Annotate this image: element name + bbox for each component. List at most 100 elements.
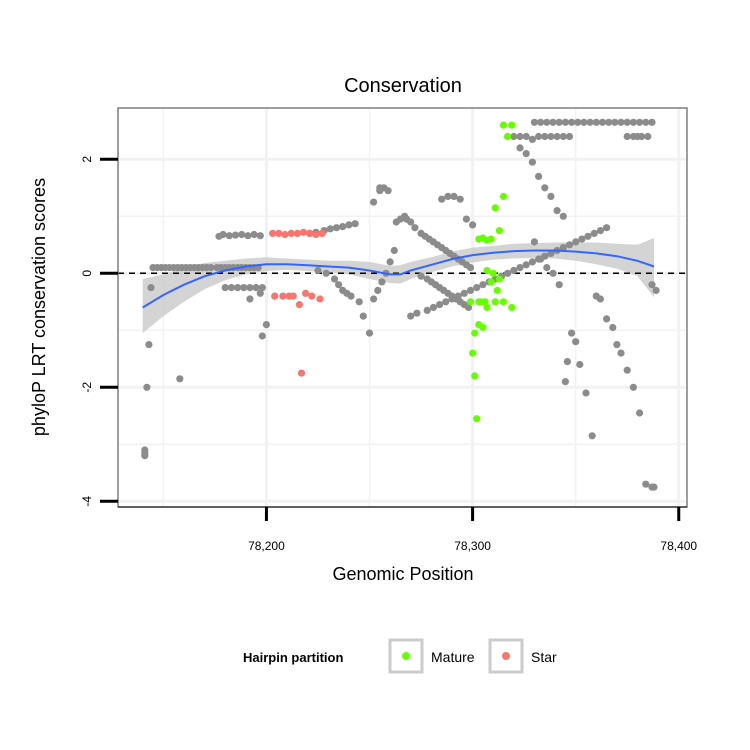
data-point-other	[543, 118, 551, 126]
data-point-other	[578, 235, 586, 243]
data-point-other	[473, 284, 481, 292]
data-point-other	[351, 220, 359, 228]
data-point-other	[549, 269, 557, 277]
legend-title: Hairpin partition	[243, 650, 343, 665]
data-point-other	[530, 118, 539, 126]
data-point-other	[572, 338, 580, 346]
data-point-other	[411, 224, 419, 232]
data-point-star	[269, 229, 277, 237]
data-point-other	[559, 132, 567, 141]
data-point-other	[332, 224, 341, 232]
data-point-other	[442, 298, 450, 306]
data-point-mature	[483, 266, 491, 275]
data-point-mature	[487, 235, 495, 243]
data-point-star	[312, 230, 320, 239]
data-point-star	[289, 292, 297, 300]
data-point-other	[537, 118, 545, 126]
data-point-other	[345, 221, 353, 229]
data-points	[141, 118, 660, 491]
data-point-other	[561, 118, 570, 126]
data-point-other	[547, 192, 555, 200]
data-point-other	[225, 232, 233, 240]
data-point-other	[623, 366, 631, 374]
data-point-other	[549, 118, 557, 126]
data-point-star	[295, 301, 303, 309]
data-point-other	[547, 249, 555, 257]
data-point-star	[308, 292, 316, 300]
y-tick-label: 2	[80, 156, 94, 163]
data-point-other	[510, 132, 518, 141]
data-point-other	[559, 212, 567, 220]
data-point-other	[244, 232, 252, 240]
data-point-other	[246, 284, 254, 292]
data-point-other	[407, 218, 415, 226]
panel-background	[118, 108, 687, 507]
data-point-other	[603, 224, 611, 232]
data-point-star	[287, 229, 295, 237]
data-point-other	[384, 187, 392, 195]
data-point-other	[522, 150, 530, 158]
data-point-other	[227, 284, 235, 292]
data-point-other	[565, 241, 574, 249]
data-point-star	[306, 229, 314, 237]
data-point-other	[596, 295, 605, 303]
data-point-other	[347, 292, 355, 300]
data-point-other	[535, 132, 543, 141]
data-point-other	[642, 118, 650, 126]
data-point-other	[568, 118, 576, 126]
x-tick-label: 78,300	[454, 539, 491, 553]
data-point-other	[568, 329, 576, 337]
data-point-other	[231, 231, 240, 239]
data-point-other	[623, 118, 631, 126]
data-point-other	[339, 223, 347, 231]
data-point-other	[543, 264, 551, 272]
data-point-other	[510, 266, 518, 275]
data-point-other	[322, 269, 330, 277]
data-point-other	[219, 230, 227, 239]
data-point-mature	[499, 192, 508, 200]
data-point-other	[586, 118, 594, 126]
data-point-star	[293, 229, 301, 237]
data-point-other	[623, 132, 631, 141]
data-point-star	[281, 230, 289, 239]
data-point-mature	[495, 227, 503, 235]
data-point-other	[609, 323, 617, 332]
data-point-other	[238, 230, 246, 239]
data-point-other	[250, 230, 258, 239]
smooth-line	[142, 249, 655, 309]
data-point-other	[588, 432, 596, 440]
data-point-mature	[499, 121, 508, 129]
data-point-mature	[491, 298, 499, 306]
data-point-star	[275, 229, 283, 237]
data-point-other	[563, 358, 572, 366]
data-point-other	[330, 275, 339, 283]
data-point-other	[390, 246, 398, 255]
data-point-other	[592, 118, 600, 126]
x-axis-label: Genomic Position	[332, 564, 473, 584]
data-point-other	[582, 389, 590, 397]
data-point-other	[572, 238, 580, 246]
data-point-other	[374, 286, 382, 294]
data-point-star	[297, 369, 306, 377]
data-point-other	[207, 264, 215, 272]
legend: Hairpin partition Mature Star	[243, 638, 557, 674]
data-point-other	[450, 192, 458, 200]
data-point-mature	[466, 298, 475, 306]
data-point-other	[370, 295, 378, 303]
data-point-other	[365, 329, 374, 337]
x-tick-label: 78,200	[248, 539, 285, 553]
data-point-mature	[471, 372, 479, 380]
data-point-other	[535, 172, 543, 180]
data-point-mature	[471, 329, 479, 337]
data-point-mature	[473, 415, 481, 423]
x-axis: 78,200 78,300 78,400	[118, 506, 697, 553]
data-point-mature	[489, 269, 497, 277]
data-point-star	[316, 295, 324, 303]
data-point-other	[629, 118, 638, 126]
smooth-line-layer	[142, 249, 655, 309]
data-point-other	[522, 132, 530, 141]
data-point-other	[516, 144, 524, 152]
data-point-other	[648, 281, 656, 289]
plot-panel	[117, 107, 688, 508]
data-point-mature	[495, 275, 503, 283]
